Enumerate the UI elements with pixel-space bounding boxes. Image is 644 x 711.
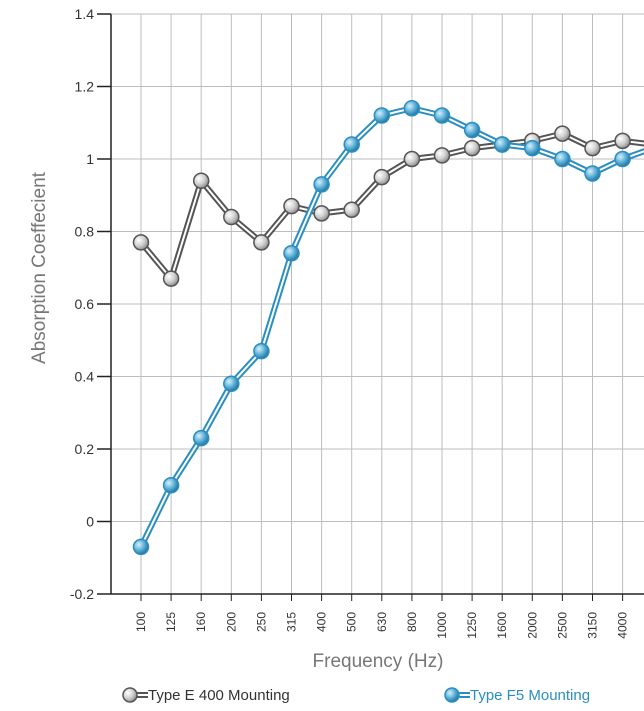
y-tick-label-6: 1	[86, 151, 94, 167]
series-0-point-1	[162, 270, 180, 287]
series-1-point-4	[253, 342, 270, 360]
series-0-point-5	[283, 197, 300, 215]
legend-item-1: Type F5 Mounting	[444, 687, 590, 704]
series-0-point-8	[373, 168, 391, 186]
series-1-point-10	[433, 107, 451, 124]
series-0	[132, 125, 644, 287]
x-tick-label-14: 2500	[555, 612, 569, 639]
x-tick-label-15: 3150	[586, 612, 600, 639]
x-tick-label-9: 800	[405, 612, 419, 632]
y-tick-label-3: 0.4	[75, 369, 95, 385]
x-tick-label-5: 315	[285, 612, 299, 632]
series-1-point-16	[614, 150, 631, 168]
x-tick-label-6: 400	[315, 612, 329, 632]
grid	[111, 13, 644, 595]
series-0-point-7	[343, 201, 360, 218]
series-0-point-16	[614, 132, 631, 150]
series-1-point-8	[373, 107, 391, 124]
series-1-point-2	[192, 429, 210, 447]
x-tick-label-13: 2000	[525, 612, 539, 639]
y-tick-label-8: 1.4	[75, 6, 95, 22]
series-0-point-0	[132, 234, 150, 251]
series-1-point-3	[223, 375, 240, 392]
series-0-point-14	[554, 125, 571, 142]
x-tick-label-12: 1600	[495, 612, 509, 639]
x-tick-label-7: 500	[345, 612, 359, 632]
series-1-point-11	[463, 121, 481, 139]
series-0-point-2	[192, 172, 210, 189]
legend-item-0: Type E 400 Mounting	[122, 687, 290, 704]
y-tick-label-5: 0.8	[75, 224, 95, 240]
x-tick-label-0: 100	[134, 612, 148, 632]
series-1-point-7	[343, 136, 360, 153]
series-1-point-1	[162, 477, 180, 494]
x-tick-label-2: 160	[194, 612, 208, 632]
y-tick-label-7: 1.2	[75, 79, 95, 95]
x-tick-label-4: 250	[254, 612, 268, 632]
series-1-point-15	[584, 165, 601, 182]
y-tick-label-4: 0.6	[75, 296, 95, 312]
series-1-point-5	[283, 245, 300, 262]
legend-swatch-marker-0	[122, 687, 138, 703]
series-1-point-0	[132, 538, 150, 556]
series-0-point-10	[433, 147, 451, 164]
x-tick-label-3: 200	[224, 612, 238, 632]
x-axis-title: Frequency (Hz)	[313, 651, 444, 672]
series-1	[132, 100, 644, 556]
x-tick-label-11: 1250	[465, 612, 479, 639]
legend-label-0: Type E 400 Mounting	[148, 687, 290, 704]
y-tick-label-2: 0.2	[75, 441, 95, 457]
series-1-point-12	[493, 136, 511, 153]
y-tick-label-1: 0	[86, 514, 94, 530]
y-tick-label-0: -0.2	[70, 586, 94, 602]
legend-label-1: Type F5 Mounting	[470, 687, 590, 704]
x-tick-label-10: 1000	[435, 612, 449, 639]
x-tick-label-1: 125	[164, 612, 178, 632]
series-layer	[132, 100, 644, 556]
series-1-point-13	[524, 139, 541, 157]
y-axis-title: Absorption Coeffecient	[29, 171, 50, 364]
series-0-point-6	[313, 205, 330, 222]
x-tick-label-8: 630	[375, 612, 389, 632]
series-0-point-11	[463, 139, 481, 157]
series-0-point-9	[403, 150, 421, 168]
legend: Type E 400 Mounting Type F5 Mounting	[122, 687, 590, 704]
series-1-point-6	[313, 176, 330, 193]
legend-swatch-marker-1	[444, 687, 460, 703]
series-0-point-15	[584, 139, 601, 157]
series-1-point-14	[554, 150, 571, 168]
axes: -0.2 0 0.2 0.4 0.6 0.8 1 1.2 1.4 100 125 160 200 250 3…	[70, 6, 644, 639]
series-0-point-4	[253, 234, 270, 251]
series-0-point-3	[223, 208, 240, 226]
series-1-point-9	[403, 100, 421, 117]
x-tick-label-16: 4000	[616, 612, 630, 639]
